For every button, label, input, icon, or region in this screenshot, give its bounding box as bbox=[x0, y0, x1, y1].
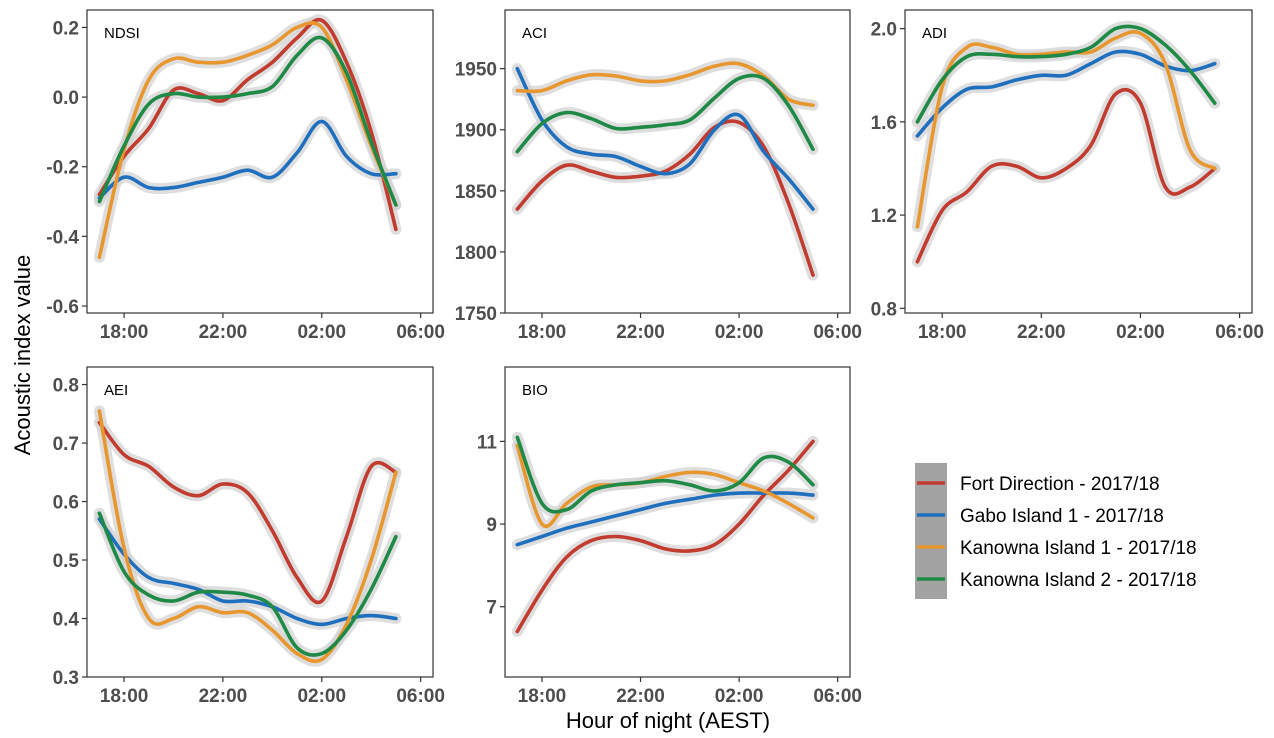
y-tick-label: 9 bbox=[486, 515, 497, 536]
y-tick-label: -0.2 bbox=[46, 158, 79, 179]
panel-label: BIO bbox=[522, 382, 548, 399]
y-tick-label: -0.6 bbox=[46, 297, 79, 318]
legend-key-background bbox=[915, 463, 947, 599]
y-tick-label: 1800 bbox=[455, 243, 497, 264]
series-line-4 bbox=[97, 511, 398, 657]
series-line-3 bbox=[515, 443, 815, 529]
x-tick-label: 06:00 bbox=[813, 686, 862, 707]
panel-ndsi: NDSI -0.6 -0.4 -0.2 0.0 0.2 18:00 22:00 02:00 06:… bbox=[46, 9, 445, 343]
series-line-1 bbox=[515, 119, 815, 277]
panel-bio: BIO 7 9 11 18:00 22:00 02:00 06:00 bbox=[477, 366, 862, 707]
series-group bbox=[93, 14, 402, 263]
y-tick-label: 1850 bbox=[455, 182, 497, 203]
series-line-4 bbox=[915, 24, 1217, 124]
x-tick-label: 22:00 bbox=[1017, 322, 1066, 343]
x-tick-label: 22:00 bbox=[199, 686, 248, 707]
series-line-2 bbox=[515, 66, 815, 211]
series-line-2 bbox=[97, 517, 398, 627]
y-tick-label: 1750 bbox=[455, 304, 497, 325]
y-tick-label: 1.6 bbox=[871, 113, 897, 134]
y-tick-label: 1900 bbox=[455, 121, 497, 142]
x-tick-label: 02:00 bbox=[715, 686, 764, 707]
panel-label: NDSI bbox=[104, 25, 140, 42]
y-tick-label: 11 bbox=[477, 432, 498, 453]
y-tick-label: 0.2 bbox=[53, 18, 79, 39]
series-group bbox=[93, 405, 402, 667]
y-tick-label: 0.5 bbox=[53, 551, 80, 572]
x-tick-label: 22:00 bbox=[199, 322, 248, 343]
legend-entry-label: Fort Direction - 2017/18 bbox=[960, 474, 1160, 495]
x-tick-label: 22:00 bbox=[616, 686, 665, 707]
x-tick-label: 06:00 bbox=[396, 686, 445, 707]
series-group bbox=[511, 57, 819, 281]
x-tick-label: 06:00 bbox=[813, 322, 862, 343]
series-line-1 bbox=[97, 17, 398, 232]
series-group bbox=[911, 20, 1221, 268]
x-tick-label: 06:00 bbox=[1215, 322, 1264, 343]
panel-frame bbox=[504, 366, 851, 678]
legend-entry-label: Kanowna Island 2 - 2017/18 bbox=[960, 570, 1197, 591]
x-tick-label: 22:00 bbox=[616, 322, 665, 343]
series-line-4 bbox=[515, 73, 815, 154]
series-line-2 bbox=[515, 491, 815, 547]
y-axis-title: Acoustic index value bbox=[10, 255, 35, 456]
panel-label: ACI bbox=[522, 25, 547, 42]
panel-adi: ADI 0.8 1.2 1.6 2.0 18:00 22:00 02:00 06:00 bbox=[871, 9, 1264, 343]
y-tick-label: 0.6 bbox=[53, 493, 79, 514]
x-tick-label: 18:00 bbox=[518, 322, 567, 343]
x-tick-label: 06:00 bbox=[396, 322, 445, 343]
x-tick-label: 02:00 bbox=[297, 322, 346, 343]
y-tick-label: 2.0 bbox=[871, 20, 897, 41]
y-tick-label: 0.3 bbox=[53, 668, 79, 689]
y-tick-label: 0.8 bbox=[871, 299, 897, 320]
x-tick-label: 18:00 bbox=[918, 322, 967, 343]
panels: NDSI -0.6 -0.4 -0.2 0.0 0.2 18:00 22:00 02:00 06:… bbox=[46, 9, 1264, 707]
x-tick-label: 18:00 bbox=[100, 686, 149, 707]
x-tick-label: 02:00 bbox=[297, 686, 346, 707]
panel-aei: AEI 0.3 0.4 0.5 0.6 0.7 0.8 18:00 22:00 02:00 06:0… bbox=[53, 366, 445, 707]
y-tick-label: 7 bbox=[486, 598, 497, 619]
y-tick-label: -0.4 bbox=[46, 227, 79, 248]
y-tick-label: 0.7 bbox=[53, 434, 79, 455]
x-tick-label: 18:00 bbox=[518, 686, 567, 707]
panel-label: ADI bbox=[922, 25, 947, 42]
series-line-3 bbox=[97, 409, 398, 664]
y-tick-label: 1950 bbox=[455, 60, 497, 81]
x-tick-label: 02:00 bbox=[715, 322, 764, 343]
series-line-3 bbox=[515, 61, 815, 108]
x-axis-title: Hour of night (AEST) bbox=[566, 708, 770, 733]
legend: Fort Direction - 2017/18 Gabo Island 1 - … bbox=[915, 463, 1197, 599]
legend-entry-label: Kanowna Island 1 - 2017/18 bbox=[960, 538, 1197, 559]
legend-entry-label: Gabo Island 1 - 2017/18 bbox=[960, 506, 1164, 527]
y-tick-label: 0.0 bbox=[53, 88, 79, 109]
panel-label: AEI bbox=[104, 382, 128, 399]
y-tick-label: 0.8 bbox=[53, 376, 79, 397]
series-line-2 bbox=[97, 119, 398, 200]
series-line-4 bbox=[515, 435, 815, 514]
x-tick-label: 18:00 bbox=[100, 322, 149, 343]
y-tick-label: 0.4 bbox=[53, 610, 80, 631]
series-line-1 bbox=[97, 420, 398, 605]
series-group bbox=[511, 431, 819, 637]
series-line-1 bbox=[515, 439, 815, 634]
series-line-3 bbox=[97, 21, 398, 260]
series-line-4 bbox=[97, 35, 398, 207]
series-line-1 bbox=[915, 87, 1217, 264]
y-tick-label: 1.2 bbox=[871, 206, 897, 227]
panel-aci: ACI 1750 1800 1850 1900 1950 18:00 22:00 02:00 06… bbox=[455, 9, 862, 343]
x-tick-label: 02:00 bbox=[1116, 322, 1165, 343]
series-line-3 bbox=[915, 29, 1217, 229]
